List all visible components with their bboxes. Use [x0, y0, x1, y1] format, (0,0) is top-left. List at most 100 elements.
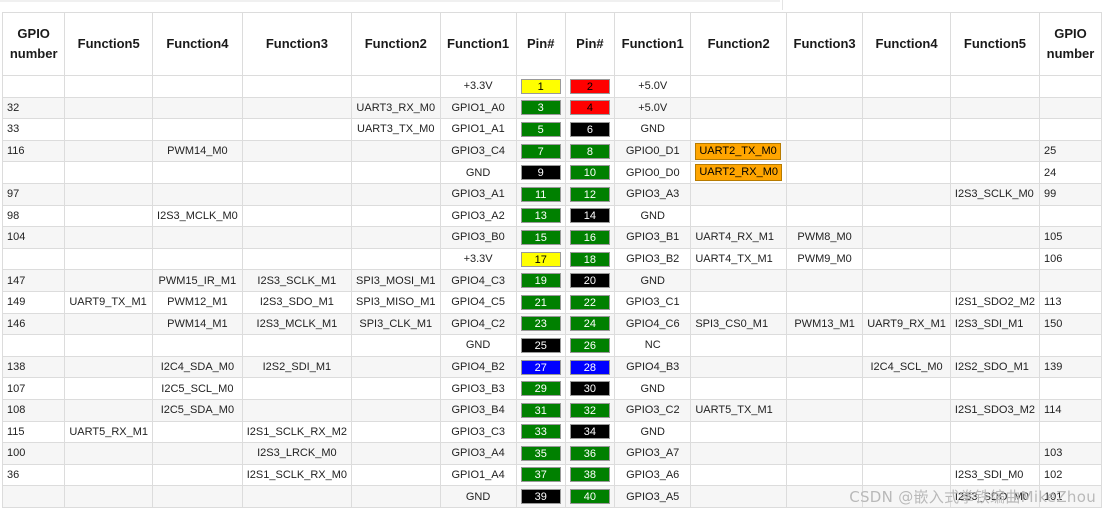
- cell-pin-left: 13: [515, 204, 566, 228]
- cell-function5-right: I2S3_SDI_M1: [949, 312, 1041, 336]
- pin-number-badge: 39: [520, 489, 561, 505]
- cell-function2-left: UART3_TX_M0: [351, 118, 441, 141]
- table-row: 116 PWM14_M0 GPIO3_C4 7 8 GPIO0_D1 UART2_TX_M0…: [1, 139, 1102, 163]
- cell-function2-left: [351, 75, 441, 98]
- cell-function5-right: I2S1_SDO2_M2: [949, 290, 1041, 314]
- cell-function4-right: [862, 398, 951, 422]
- cell-function5-left: [64, 226, 154, 249]
- cell-function4-right: [862, 139, 951, 163]
- cell-function5-left: [64, 398, 154, 422]
- cell-function3-right: [785, 334, 864, 357]
- pin-number-badge: 7: [520, 143, 561, 159]
- pin-number-badge: 6: [569, 121, 610, 137]
- cell-gpio-number-right: [1039, 269, 1102, 292]
- cell-function4-left: I2C5_SCL_M0: [152, 377, 243, 400]
- cell-function4-left: [152, 96, 243, 120]
- cell-function2-right: UART4_RX_M1: [690, 226, 787, 249]
- cell-function1-right: +5.0V: [614, 75, 692, 98]
- cell-gpio-number-right: 99: [1039, 182, 1102, 206]
- table-row: 147 PWM15_IR_M1 I2S3_SCLK_M1 SPI3_MOSI_M1 GP…: [1, 269, 1102, 292]
- cell-function5-right: [949, 377, 1041, 400]
- cell-pin-left: 17: [515, 247, 566, 271]
- cell-gpio-number-right: [1039, 96, 1102, 120]
- cell-gpio-number-left: 98: [1, 204, 66, 228]
- cell-function5-right: [949, 75, 1041, 98]
- cell-function3-right: [785, 290, 864, 314]
- cell-function4-left: [152, 75, 243, 98]
- cell-function3-left: I2S2_SDI_M1: [241, 355, 353, 379]
- cell-gpio-number-right: 150: [1039, 312, 1102, 336]
- cell-function1-left: GPIO1_A4: [439, 463, 517, 487]
- cell-function2-right: UART2_TX_M0: [690, 139, 787, 163]
- cell-pin-right: 2: [564, 75, 616, 98]
- cell-gpio-number-left: [1, 334, 66, 357]
- cell-function4-left: I2S3_MCLK_M0: [152, 204, 243, 228]
- cell-function1-right: GND: [614, 118, 692, 141]
- pin-number-badge: 35: [520, 445, 561, 461]
- cell-function2-right: UART5_TX_M1: [690, 398, 787, 422]
- cell-pin-left: 33: [515, 420, 566, 444]
- cell-function3-right: [785, 269, 864, 292]
- cell-function4-left: PWM12_M1: [152, 290, 243, 314]
- cell-function5-left: [64, 161, 154, 184]
- top-vertical-divider: [782, 0, 783, 10]
- cell-pin-right: 28: [564, 355, 616, 379]
- cell-pin-left: 27: [515, 355, 566, 379]
- cell-pin-left: 7: [515, 139, 566, 163]
- cell-pin-left: 29: [515, 377, 566, 400]
- pin-number-badge: 28: [569, 359, 610, 375]
- cell-function5-right: [949, 420, 1041, 444]
- pin-number-badge: 9: [520, 165, 561, 181]
- cell-function5-right: [949, 226, 1041, 249]
- cell-function1-left: GPIO3_A2: [439, 204, 517, 228]
- cell-function1-right: GPIO3_A5: [614, 485, 692, 508]
- cell-function2-right: UART4_TX_M1: [690, 247, 787, 271]
- watermark: CSDN @嵌入式拳铁编曲MikeZhou: [849, 488, 1096, 506]
- cell-function4-right: [862, 377, 951, 400]
- pin-number-badge: 29: [520, 381, 561, 397]
- cell-pin-left: 19: [515, 269, 566, 292]
- cell-gpio-number-left: 108: [1, 398, 66, 422]
- cell-gpio-number-left: 104: [1, 226, 66, 249]
- cell-function5-right: [949, 96, 1041, 120]
- cell-pin-left: 11: [515, 182, 566, 206]
- cell-function4-left: [152, 247, 243, 271]
- pin-number-badge: 36: [569, 445, 610, 461]
- cell-pin-right: 38: [564, 463, 616, 487]
- cell-pin-right: 10: [564, 161, 616, 184]
- table-row: 149 UART9_TX_M1 PWM12_M1 I2S3_SDO_M1 SPI3_MI…: [1, 290, 1102, 314]
- cell-function5-right: I2S3_SDO_M0: [949, 485, 1041, 508]
- cell-function2-left: SPI3_MOSI_M1: [351, 269, 441, 292]
- cell-function1-left: GPIO4_C2: [439, 312, 517, 336]
- cell-gpio-number-right: 24: [1039, 161, 1102, 184]
- pin-number-badge: 31: [520, 402, 561, 418]
- cell-function5-left: [64, 75, 154, 98]
- cell-function2-left: [351, 334, 441, 357]
- cell-function3-left: [241, 118, 353, 141]
- table-row: 100 I2S3_LRCK_M0 GPIO3_A4 35 36 GPIO3_A7 103: [1, 442, 1102, 465]
- cell-function3-right: [785, 139, 864, 163]
- cell-function5-right: I2S2_SDO_M1: [949, 355, 1041, 379]
- highlighted-function-tag: UART2_RX_M0: [695, 164, 782, 182]
- cell-function5-right: [949, 442, 1041, 465]
- cell-function4-right: [862, 269, 951, 292]
- cell-function5-left: [64, 442, 154, 465]
- cell-function4-right: [862, 118, 951, 141]
- gpio-pinout-table: GPIO number Function5 Function4 Function…: [1, 12, 1102, 508]
- table-body: +3.3V 1 2 +5.0V 32 UART3_RX_M0 GPIO1_A0 3 4 +5.0V…: [1, 75, 1102, 508]
- cell-pin-right: 8: [564, 139, 616, 163]
- cell-function5-right: [949, 334, 1041, 357]
- cell-function1-right: GND: [614, 420, 692, 444]
- cell-function1-left: GPIO1_A1: [439, 118, 517, 141]
- cell-function1-right: GND: [614, 377, 692, 400]
- cell-function1-left: GPIO3_A4: [439, 442, 517, 465]
- cell-function1-right: GND: [614, 204, 692, 228]
- header-row: GPIO number Function5 Function4 Function…: [1, 12, 1102, 76]
- cell-function4-right: [862, 290, 951, 314]
- cell-function2-left: [351, 226, 441, 249]
- cell-function4-left: [152, 161, 243, 184]
- cell-function3-right: [785, 355, 864, 379]
- cell-gpio-number-left: [1, 75, 66, 98]
- cell-function5-right: [949, 204, 1041, 228]
- cell-gpio-number-right: [1039, 334, 1102, 357]
